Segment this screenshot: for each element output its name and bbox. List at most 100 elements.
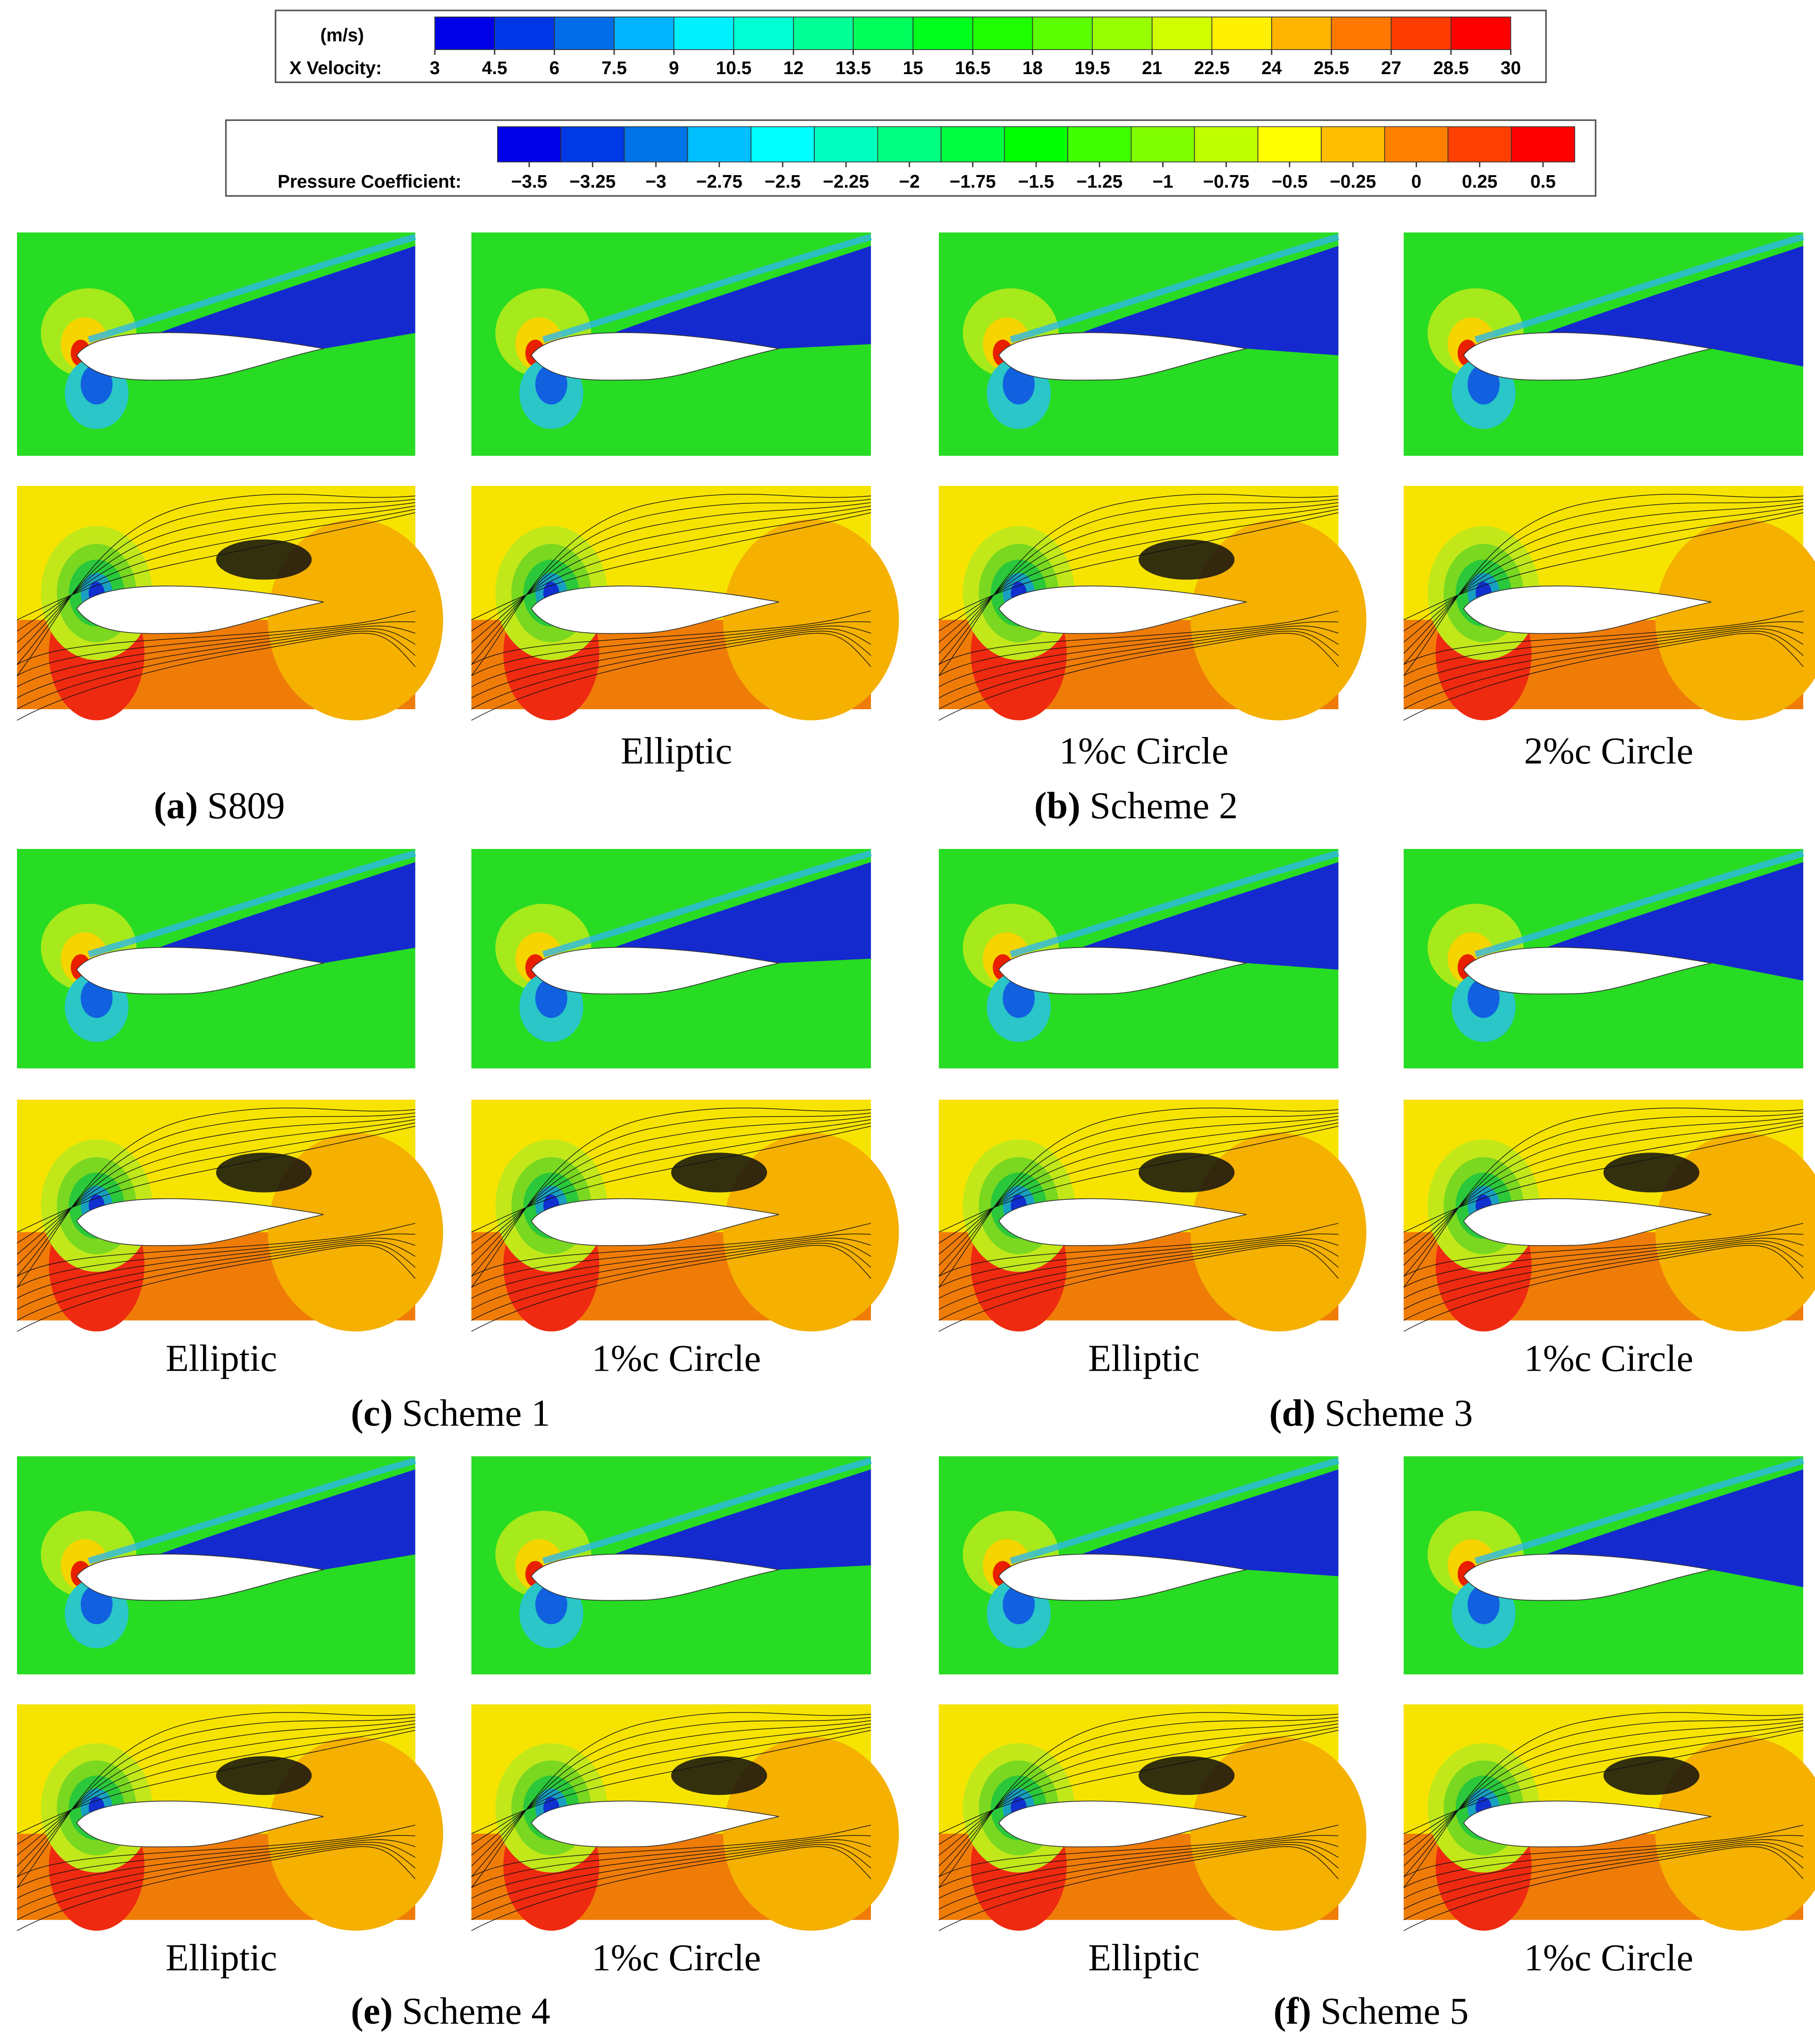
shear-layer — [1010, 1457, 1340, 1564]
subfigure-caption: (a) S809 — [154, 785, 285, 827]
streamline — [1403, 1233, 1804, 1288]
panel-label: 1%c Circle — [592, 1937, 761, 1979]
streamline — [17, 1824, 415, 1877]
colorbar-segment — [624, 126, 688, 162]
tick-label: −0.5 — [1272, 171, 1308, 192]
airfoil — [76, 947, 324, 995]
streamline — [471, 626, 871, 687]
subfigure-tag: (f) — [1274, 1991, 1311, 2033]
airfoil — [1463, 1800, 1712, 1848]
subfigure-name: Scheme 5 — [1320, 1991, 1469, 2033]
colorbar-segment — [1391, 17, 1452, 50]
streamline — [1403, 630, 1804, 710]
streamline — [1403, 1122, 1804, 1244]
colorbar-segment — [1331, 17, 1392, 50]
airfoil — [998, 1198, 1247, 1246]
colorbar-segment — [1151, 17, 1213, 50]
contour — [723, 1133, 899, 1332]
streamline — [1403, 493, 1804, 676]
colorbar-segment — [853, 17, 914, 50]
streamline — [1403, 1116, 1804, 1266]
streamline — [1403, 502, 1804, 654]
vortex — [216, 1153, 312, 1193]
streamline — [471, 1245, 871, 1332]
subfigure-tag: (e) — [351, 1991, 393, 2033]
airfoil — [1463, 947, 1712, 995]
wake — [583, 246, 871, 349]
velocity-contour — [1403, 848, 1804, 1069]
tick-label: 12 — [783, 58, 803, 78]
streamline — [17, 1842, 416, 1910]
streamline — [471, 509, 871, 632]
streamline — [17, 1107, 415, 1288]
shear-layer — [542, 850, 872, 958]
tick-label: −3 — [645, 171, 666, 192]
subfigure-caption: (c) Scheme 1 — [351, 1393, 550, 1434]
subfigure-caption: (f) Scheme 5 — [1274, 1991, 1469, 2033]
shear-layer — [87, 234, 416, 343]
streamline — [1403, 1238, 1804, 1299]
wake — [128, 862, 415, 963]
tick-label: −2 — [899, 171, 920, 192]
streamline — [17, 1712, 415, 1888]
tick-label: −2.25 — [823, 171, 869, 192]
panel-label: 1%c Circle — [1524, 1937, 1694, 1979]
colorbar-segment — [1271, 17, 1332, 50]
streamline — [1403, 1720, 1804, 1866]
streamline — [17, 1238, 415, 1299]
shear-layer — [1010, 850, 1340, 958]
tick-label: −1.5 — [1018, 171, 1054, 192]
streamline — [1403, 1112, 1804, 1277]
streamline — [1403, 1243, 1804, 1321]
tick-label: 25.5 — [1314, 58, 1349, 78]
streamline — [471, 1723, 871, 1856]
colorbar-segment — [497, 126, 562, 162]
airfoil — [1463, 332, 1712, 381]
panel-label: 1%c Circle — [1059, 730, 1229, 772]
streamline — [1403, 505, 1804, 643]
streamline — [938, 1116, 1339, 1266]
subfigure-tag: (b) — [1034, 785, 1081, 827]
colorbar-segment — [1257, 126, 1322, 162]
streamline — [471, 1238, 871, 1299]
subfigure-tag: (d) — [1269, 1393, 1316, 1434]
shear-layer — [542, 1457, 872, 1564]
streamline — [471, 1730, 871, 1834]
tick-label: 13.5 — [836, 58, 871, 78]
shear-layer — [1475, 850, 1804, 958]
streamline — [471, 611, 871, 665]
tick-label: −1.75 — [950, 171, 996, 192]
streamline — [938, 1122, 1339, 1244]
vortex — [216, 539, 312, 580]
subfigure-name: Scheme 4 — [402, 1991, 550, 2033]
streamline — [938, 512, 1339, 620]
streamline — [471, 512, 871, 620]
streamline — [471, 1223, 871, 1277]
streamline — [17, 1112, 415, 1277]
airfoil — [998, 332, 1247, 381]
streamline — [17, 628, 416, 698]
wake — [583, 862, 871, 963]
streamline — [17, 1126, 415, 1233]
pressure-contour — [938, 486, 1367, 721]
velocity-contour — [17, 848, 416, 1069]
streamline — [471, 1112, 871, 1277]
streamline — [17, 1720, 415, 1866]
colorbar-segment — [1211, 17, 1272, 50]
vortex — [671, 1153, 767, 1193]
wake — [128, 1469, 415, 1570]
velocity-contour — [938, 848, 1340, 1069]
streamline — [471, 1727, 871, 1845]
streamline — [1403, 1730, 1804, 1834]
streamline — [17, 1245, 416, 1332]
streamline — [1403, 1846, 1804, 1931]
colorbar-segment — [751, 126, 815, 162]
velocity-contour — [471, 848, 872, 1069]
streamline — [17, 1730, 415, 1834]
colorbar-segment — [1032, 17, 1093, 50]
pressure-contour — [471, 1704, 899, 1931]
streamline — [938, 1223, 1339, 1277]
pressure-contour — [17, 1100, 443, 1332]
contour — [723, 519, 899, 721]
